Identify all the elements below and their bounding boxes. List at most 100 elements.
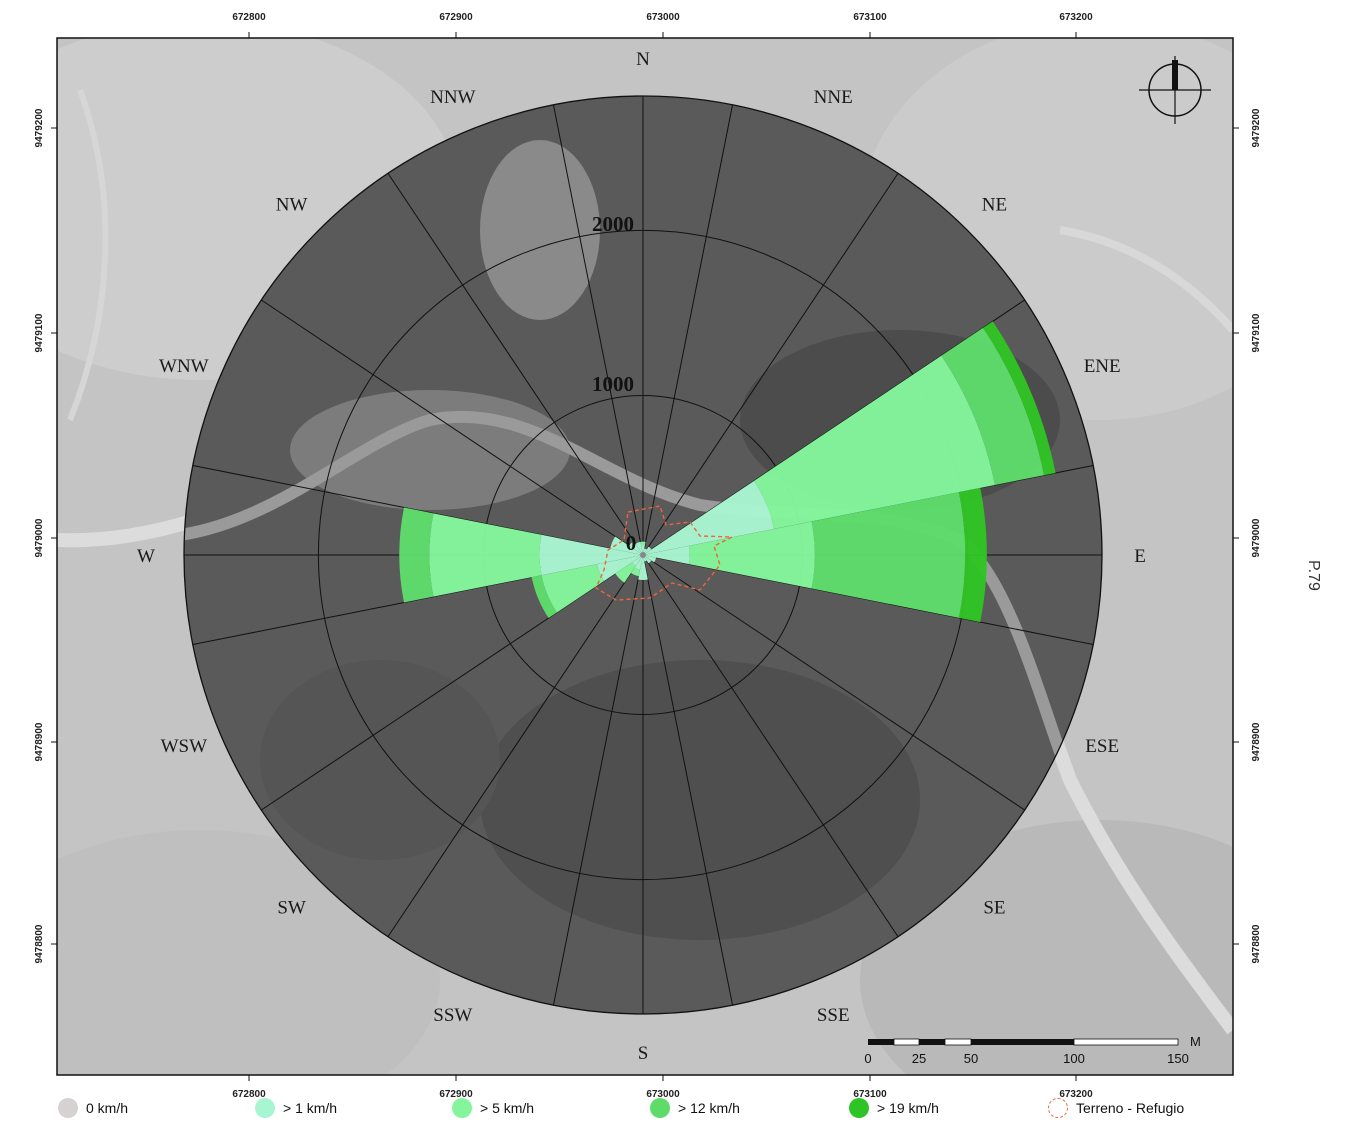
rose-spoke — [387, 173, 644, 556]
y-coord-left: 9479100 — [34, 313, 45, 352]
x-coord-top: 672800 — [232, 12, 266, 23]
x-coord-bottom: 672900 — [439, 1089, 473, 1098]
scale-tick-label: 100 — [1063, 1051, 1085, 1066]
direction-label-nnw: NNW — [430, 87, 475, 108]
rose-spoke — [552, 104, 644, 556]
direction-label-nw: NW — [276, 195, 308, 216]
rose-spoke — [642, 104, 734, 556]
legend-item-19kmh: > 19 km/h — [849, 1098, 939, 1118]
legend-swatch — [650, 1098, 670, 1118]
wind-sector-e-bin4 — [958, 487, 987, 623]
x-coord-bottom: 673200 — [1059, 1089, 1093, 1098]
direction-label-w: W — [137, 546, 155, 567]
direction-label-se: SE — [983, 897, 1005, 918]
wind-sector-wsw-bin2 — [541, 564, 605, 613]
map-frame — [56, 37, 1234, 1076]
wind-sector-n-bin2 — [640, 541, 646, 546]
wind-sector-e-bin1 — [643, 545, 690, 565]
scale-tick-label: 50 — [964, 1051, 978, 1066]
legend-swatch — [255, 1098, 275, 1118]
wind-sector-ene-bin3 — [941, 327, 1045, 485]
wind-sector-ssw-bin2 — [630, 567, 641, 577]
ring-label-1000: 1000 — [592, 372, 634, 396]
legend-label: > 1 km/h — [283, 1100, 338, 1116]
legend-item-terrain: Terreno - Refugio — [1048, 1098, 1184, 1118]
page-label: P.79 — [1305, 560, 1322, 591]
rose-spoke — [552, 554, 644, 1006]
scale-tick-label: 25 — [912, 1051, 926, 1066]
rose-spoke — [642, 554, 899, 937]
north-arrow-icon — [1139, 56, 1211, 124]
y-coord-right: 9478900 — [1251, 722, 1262, 761]
direction-label-n: N — [636, 49, 650, 70]
legend-swatch — [58, 1098, 78, 1118]
x-coord-top: 672900 — [439, 12, 473, 23]
y-coord-right: 9479100 — [1251, 313, 1262, 352]
legend-swatch — [452, 1098, 472, 1118]
direction-labels: N NNE NE ENE E ESE SE SSE S SSW SW WSW W WNW NW NNW — [137, 49, 1146, 1064]
wind-sector-ene-bin2 — [754, 355, 995, 529]
wind-sector-w-bin2 — [429, 513, 542, 597]
wind-sector-ese-bin1 — [643, 555, 657, 563]
wind-sector-w-bin1 — [539, 534, 643, 576]
wind-sector-wnw-bin1 — [610, 536, 643, 555]
wind-sector-ene-bin1 — [643, 480, 774, 555]
legend: 0 km/h > 1 km/h > 5 km/h > 12 km/h > 19 … — [0, 1098, 1352, 1146]
y-coord-left: 9479200 — [34, 108, 45, 147]
y-coord-right: 9479000 — [1251, 518, 1262, 557]
y-coord-left: 9478800 — [34, 924, 45, 963]
legend-label: 0 km/h — [86, 1100, 129, 1116]
wind-sector-e-bin3 — [811, 492, 966, 618]
y-coord-left: 9478900 — [34, 722, 45, 761]
x-coord-top: 673200 — [1059, 12, 1093, 23]
legend-item-1kmh: > 1 km/h — [255, 1098, 337, 1118]
direction-label-wsw: WSW — [161, 736, 208, 757]
frame-ticks — [51, 32, 1239, 1081]
wind-sector-sw-bin2 — [615, 562, 636, 583]
x-coord-bottom: 672800 — [232, 1089, 266, 1098]
x-coord-top: 673100 — [853, 12, 887, 23]
legend-label: > 12 km/h — [678, 1100, 740, 1116]
wind-sector-sw-bin1 — [631, 555, 643, 567]
direction-label-sse: SSE — [817, 1005, 850, 1026]
direction-label-ese: ESE — [1085, 736, 1119, 757]
terrain-outline — [595, 505, 733, 601]
rose-spoke — [642, 554, 734, 1006]
legend-label: Terreno - Refugio — [1076, 1100, 1185, 1116]
wind-sector-wsw-bin1 — [597, 555, 643, 581]
direction-label-wnw: WNW — [159, 356, 209, 377]
wind-rose-map: 0 1000 2000 NNNENEENEEESESESSESSSWSWWSWW… — [34, 12, 1262, 1098]
rose-spoke — [642, 173, 899, 556]
scale-tick-label: 0 — [864, 1051, 871, 1066]
scale-unit: M — [1190, 1034, 1201, 1049]
rose-center — [640, 552, 646, 558]
rose-spoke — [261, 299, 644, 556]
legend-item-0kmh: 0 km/h — [58, 1098, 128, 1118]
direction-label-nne: NNE — [814, 87, 853, 108]
wind-sector-nnw-bin1 — [635, 541, 643, 555]
wind-sector-nw-bin1 — [629, 541, 643, 555]
wind-sectors — [399, 321, 1056, 623]
wind-sector-wsw-bin3 — [531, 575, 557, 619]
direction-label-ssw: SSW — [433, 1005, 472, 1026]
ring-label-2000: 2000 — [592, 212, 634, 236]
wind-sector-e-bin2 — [688, 521, 815, 589]
direction-label-ene: ENE — [1084, 356, 1121, 377]
rose-spoke — [387, 554, 644, 937]
wind-sector-s-bin1 — [638, 555, 648, 581]
coordinate-labels: 672800 672800 672900 672900 673000 673000 6731… — [34, 12, 1262, 1098]
wind-sector-ene-bin4 — [983, 321, 1056, 476]
direction-label-sw: SW — [277, 897, 306, 918]
rose-spoke — [192, 464, 644, 556]
rose-spoke — [642, 554, 1025, 811]
x-coord-bottom: 673100 — [853, 1089, 887, 1098]
legend-label: > 5 km/h — [480, 1100, 535, 1116]
scale-bar: M 0 25 50 100 150 — [864, 1034, 1200, 1066]
legend-item-5kmh: > 5 km/h — [452, 1098, 534, 1118]
x-coord-top: 673000 — [646, 12, 680, 23]
y-coord-right: 9479200 — [1251, 108, 1262, 147]
ring-label-0: 0 — [626, 531, 637, 555]
wind-sector-w-bin3 — [399, 507, 434, 603]
direction-label-s: S — [638, 1043, 649, 1064]
terrain-swatch — [1048, 1098, 1068, 1118]
